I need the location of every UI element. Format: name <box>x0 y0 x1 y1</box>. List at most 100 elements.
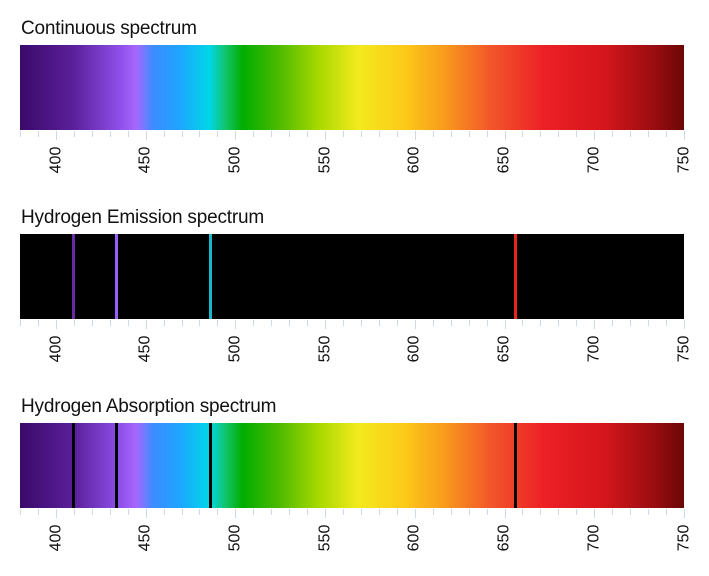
axis-tick <box>522 320 524 326</box>
axis-tick <box>55 131 57 140</box>
axis-tick-label: 650 <box>495 146 513 174</box>
axis-tick <box>343 320 345 326</box>
axis-tick <box>630 509 632 515</box>
axis-tick <box>396 509 398 515</box>
axis-tick <box>55 509 57 518</box>
axis-tick <box>343 509 345 515</box>
axis-tick <box>253 509 255 515</box>
axis-tick <box>486 131 488 137</box>
axis-tick <box>127 320 129 326</box>
axis-tick <box>181 131 183 137</box>
panel-title: Continuous spectrum <box>21 18 197 39</box>
axis-tick <box>666 131 668 137</box>
axis-tick <box>37 509 39 515</box>
axis-tick <box>37 320 39 326</box>
axis-tick-label: 600 <box>405 146 423 174</box>
axis-tick <box>594 509 596 518</box>
axis-tick <box>163 509 165 515</box>
axis-tick <box>271 131 273 137</box>
axis-tick <box>360 509 362 515</box>
axis-tick <box>468 131 470 137</box>
axis-tick <box>414 131 416 140</box>
axis-tick-label: 500 <box>226 146 244 174</box>
axis-tick <box>378 320 380 326</box>
axis-tick <box>378 131 380 137</box>
axis-tick <box>648 131 650 137</box>
axis-tick-label: 650 <box>495 335 513 363</box>
axis-tick <box>325 509 327 518</box>
axis-tick-label: 700 <box>585 146 603 174</box>
axis-tick-label: 450 <box>136 146 154 174</box>
axis-tick <box>432 509 434 515</box>
absorption-line-434 <box>115 423 119 508</box>
axis-tick <box>217 320 219 326</box>
axis-tick-label: 550 <box>316 146 334 174</box>
axis-tick <box>55 320 57 329</box>
axis-tick <box>594 320 596 329</box>
axis-tick <box>486 509 488 515</box>
axis-tick-label: 500 <box>226 524 244 552</box>
axis-tick-label: 650 <box>495 524 513 552</box>
axis-tick-label: 550 <box>316 524 334 552</box>
axis-tick <box>612 320 614 326</box>
axis-tick <box>20 320 21 326</box>
axis-tick <box>648 320 650 326</box>
axis-tick <box>468 509 470 515</box>
axis-tick <box>20 509 21 515</box>
axis-tick-label: 600 <box>405 524 423 552</box>
axis-tick <box>504 509 506 518</box>
axis-tick <box>127 131 129 137</box>
axis-tick <box>540 320 542 326</box>
axis-tick <box>630 131 632 137</box>
axis-tick-label: 750 <box>674 524 692 552</box>
axis-tick <box>37 131 39 137</box>
axis-tick <box>540 131 542 137</box>
axis-tick <box>109 320 111 326</box>
axis-tick <box>666 509 668 515</box>
axis-tick <box>558 320 560 326</box>
axis-tick <box>522 131 524 137</box>
continuous-spectrum-band <box>20 45 684 130</box>
axis-tick <box>450 509 452 515</box>
axis-tick <box>432 131 434 137</box>
axis-tick <box>396 131 398 137</box>
axis-tick <box>73 509 75 515</box>
axis-tick <box>253 320 255 326</box>
axis-tick-label: 600 <box>405 335 423 363</box>
axis-tick <box>648 509 650 515</box>
axis-tick-label: 450 <box>136 524 154 552</box>
axis-tick <box>199 320 201 326</box>
axis-tick-label: 750 <box>674 146 692 174</box>
axis-tick <box>343 131 345 137</box>
axis-tick <box>73 131 75 137</box>
absorption-spectrum-band <box>20 423 684 508</box>
axis-tick <box>540 509 542 515</box>
absorption-line-486 <box>208 423 212 508</box>
axis-tick <box>307 320 309 326</box>
axis-tick-label: 550 <box>316 335 334 363</box>
axis-tick <box>450 131 452 137</box>
axis-tick <box>289 131 291 137</box>
wavelength-axis: 400 450 500 550 600 650 700 750 <box>20 131 692 191</box>
axis-tick-label: 400 <box>46 524 64 552</box>
axis-tick <box>576 509 578 515</box>
emission-line-656 <box>513 234 517 319</box>
wavelength-axis: 400 450 500 550 600 650 700 750 <box>20 509 692 569</box>
axis-tick <box>199 131 201 137</box>
axis-tick <box>235 509 237 518</box>
axis-tick <box>612 509 614 515</box>
axis-tick <box>307 509 309 515</box>
axis-tick <box>504 131 506 140</box>
axis-tick <box>253 131 255 137</box>
axis-tick-label: 400 <box>46 146 64 174</box>
emission-line-410 <box>72 234 76 319</box>
emission-spectrum-band <box>20 234 684 319</box>
axis-tick <box>684 509 685 518</box>
axis-tick <box>163 131 165 137</box>
wavelength-axis: 400 450 500 550 600 650 700 750 <box>20 320 692 380</box>
axis-tick <box>450 320 452 326</box>
axis-tick <box>414 320 416 329</box>
axis-tick-label: 450 <box>136 335 154 363</box>
axis-tick <box>181 320 183 326</box>
axis-tick <box>612 131 614 137</box>
